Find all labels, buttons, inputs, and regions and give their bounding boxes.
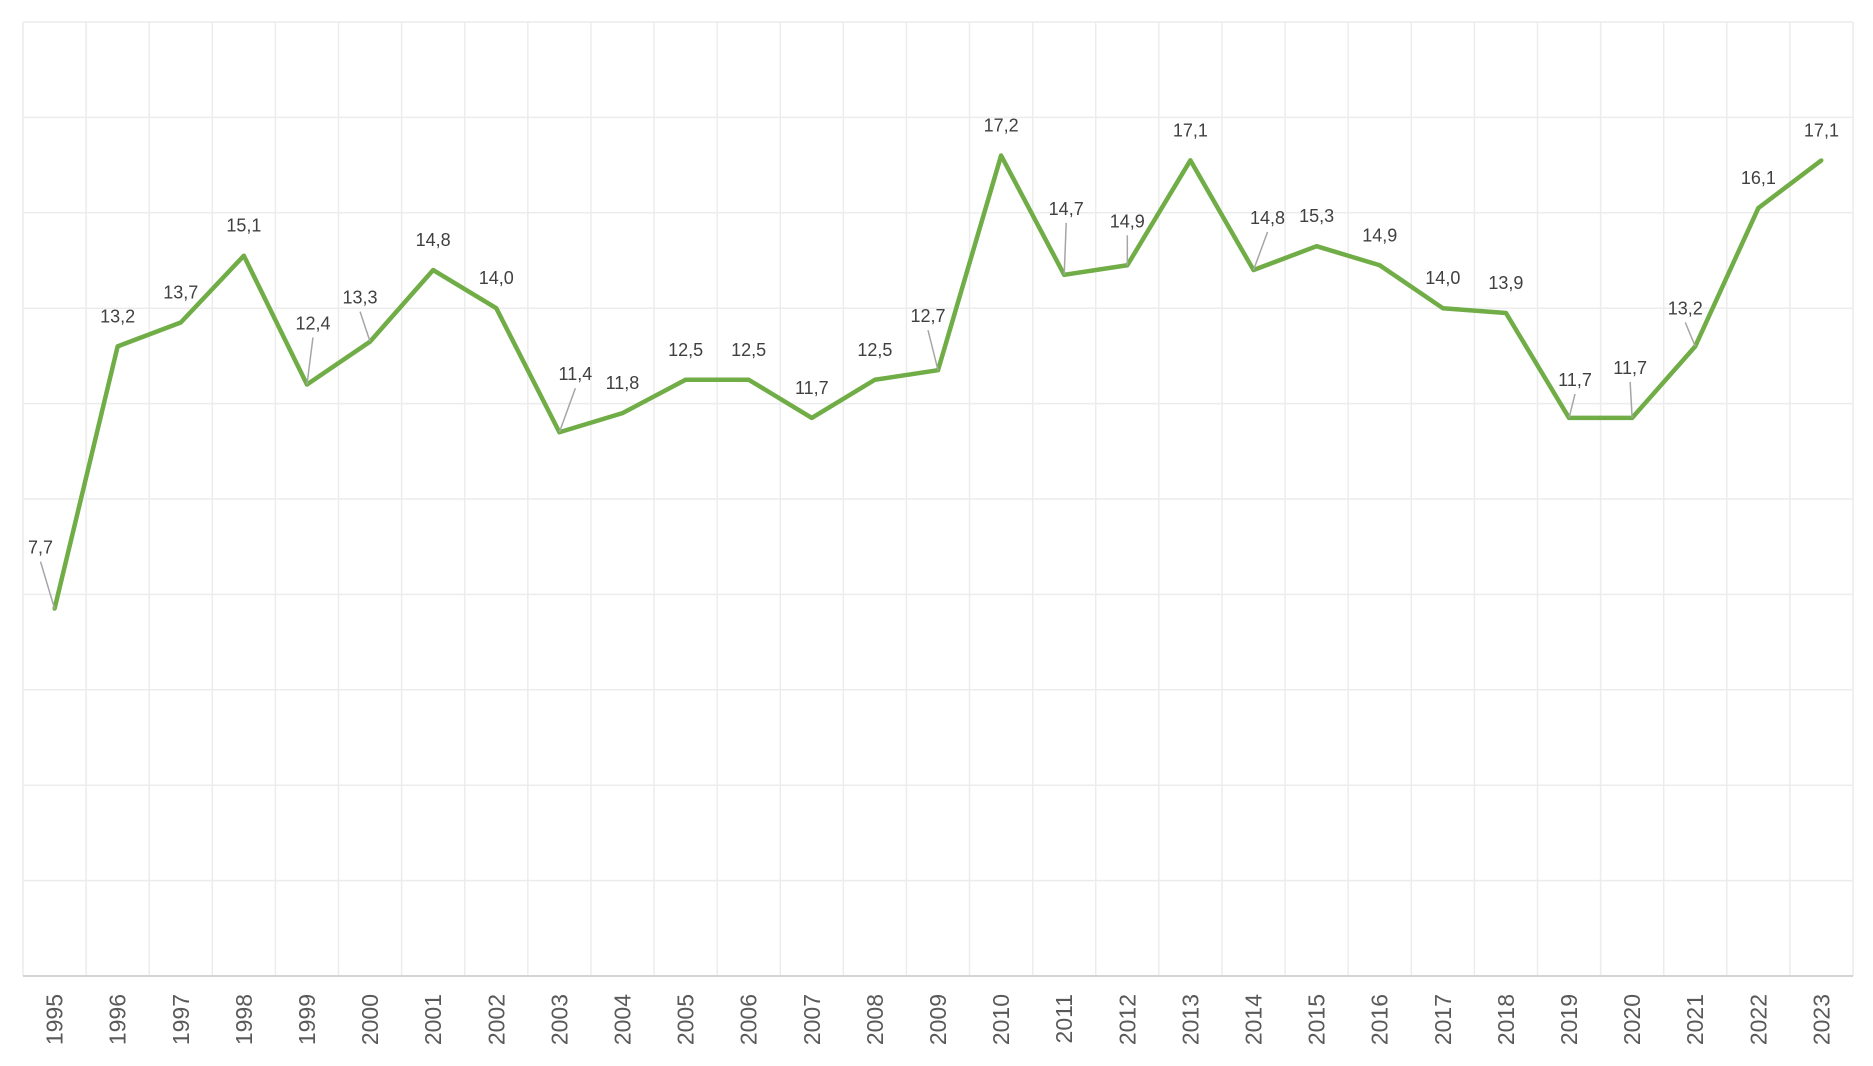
data-label-leader-line [39, 561, 56, 609]
data-label: 14,9 [1110, 211, 1145, 231]
data-label: 11,7 [1613, 358, 1647, 378]
data-label-leader-line [927, 330, 939, 371]
x-tick-label: 2013 [1177, 994, 1203, 1045]
x-tick-label: 2011 [1051, 994, 1077, 1043]
data-point [746, 377, 751, 382]
data-point [1377, 263, 1382, 268]
x-tick-label: 2023 [1808, 994, 1834, 1045]
data-label: 17,1 [1173, 120, 1208, 140]
x-tick-label: 2005 [673, 994, 699, 1045]
data-point [115, 344, 120, 349]
data-label: 13,3 [343, 288, 378, 308]
data-point [809, 415, 814, 420]
data-label: 14,8 [416, 230, 451, 250]
x-tick-label: 2003 [546, 994, 572, 1045]
x-tick-label: 2010 [988, 994, 1014, 1045]
data-point [494, 306, 499, 311]
data-point [241, 253, 246, 258]
x-tick-label: 1997 [168, 994, 194, 1045]
data-point [999, 153, 1004, 158]
x-tick-label: 2004 [609, 994, 635, 1045]
data-label: 11,7 [1558, 370, 1592, 390]
data-label-leader-line [1684, 322, 1696, 347]
data-label: 14,0 [479, 268, 514, 288]
x-tick-label: 2015 [1304, 994, 1330, 1045]
data-label: 12,5 [731, 340, 766, 360]
x-tick-label: 2006 [736, 994, 762, 1045]
data-label-leader-line [558, 387, 577, 433]
x-tick-label: 2020 [1619, 994, 1645, 1045]
data-point [431, 268, 436, 273]
data-label: 13,2 [1668, 298, 1703, 318]
data-label: 15,3 [1299, 206, 1334, 226]
data-label-leader-line [1568, 393, 1576, 419]
data-point [1314, 244, 1319, 249]
data-label: 12,5 [668, 340, 703, 360]
x-tick-label: 1999 [294, 994, 320, 1045]
x-tick-label: 2008 [862, 994, 888, 1045]
data-label: 14,7 [1049, 199, 1084, 219]
x-tick-label: 2017 [1430, 994, 1456, 1045]
data-label-leader-line [1629, 381, 1633, 418]
data-label: 13,2 [100, 306, 135, 326]
data-label: 13,9 [1488, 273, 1523, 293]
data-point [178, 320, 183, 325]
data-point [1188, 158, 1193, 163]
data-label: 14,0 [1425, 268, 1460, 288]
x-tick-label: 2001 [420, 994, 446, 1045]
x-tick-label: 1996 [105, 994, 131, 1045]
x-tick-label: 2012 [1114, 994, 1140, 1045]
x-tick-label: 2000 [357, 994, 383, 1045]
data-point [1756, 206, 1761, 211]
data-label: 13,7 [163, 283, 198, 303]
data-label: 14,9 [1362, 225, 1397, 245]
data-label-leader-line [1063, 222, 1067, 275]
x-tick-label: 2014 [1241, 994, 1267, 1045]
data-label: 14,8 [1250, 208, 1285, 228]
x-tick-label: 1995 [42, 994, 68, 1045]
data-label: 17,2 [984, 116, 1019, 136]
x-tick-label: 2021 [1682, 994, 1708, 1045]
data-label: 11,8 [606, 373, 640, 393]
x-tick-label: 2022 [1745, 994, 1771, 1045]
data-label: 12,7 [910, 306, 945, 326]
data-point [683, 377, 688, 382]
data-point [620, 411, 625, 416]
data-point [1440, 306, 1445, 311]
series-line [52, 153, 1823, 610]
data-point [872, 377, 877, 382]
x-tick-label: 2002 [483, 994, 509, 1045]
x-tick-label: 2019 [1556, 994, 1582, 1045]
data-point [1819, 158, 1824, 163]
x-tick-label: 2018 [1493, 994, 1519, 1045]
x-tick-label: 2007 [799, 994, 825, 1045]
data-label: 12,5 [857, 340, 892, 360]
data-label-leader-line [1252, 231, 1269, 271]
data-label: 11,4 [559, 364, 593, 384]
x-tick-label: 1998 [231, 994, 257, 1045]
data-label: 16,1 [1741, 168, 1776, 188]
data-point [1503, 310, 1508, 315]
data-label: 11,7 [795, 378, 829, 398]
data-label: 15,1 [226, 216, 261, 236]
x-tick-label: 2009 [925, 994, 951, 1045]
data-label: 12,4 [295, 314, 330, 334]
data-label-leader-line [306, 337, 314, 385]
data-label: 7,7 [28, 538, 53, 558]
x-tick-label: 2016 [1367, 994, 1393, 1045]
data-label: 17,1 [1804, 120, 1839, 140]
data-label-leader-line [359, 311, 371, 342]
